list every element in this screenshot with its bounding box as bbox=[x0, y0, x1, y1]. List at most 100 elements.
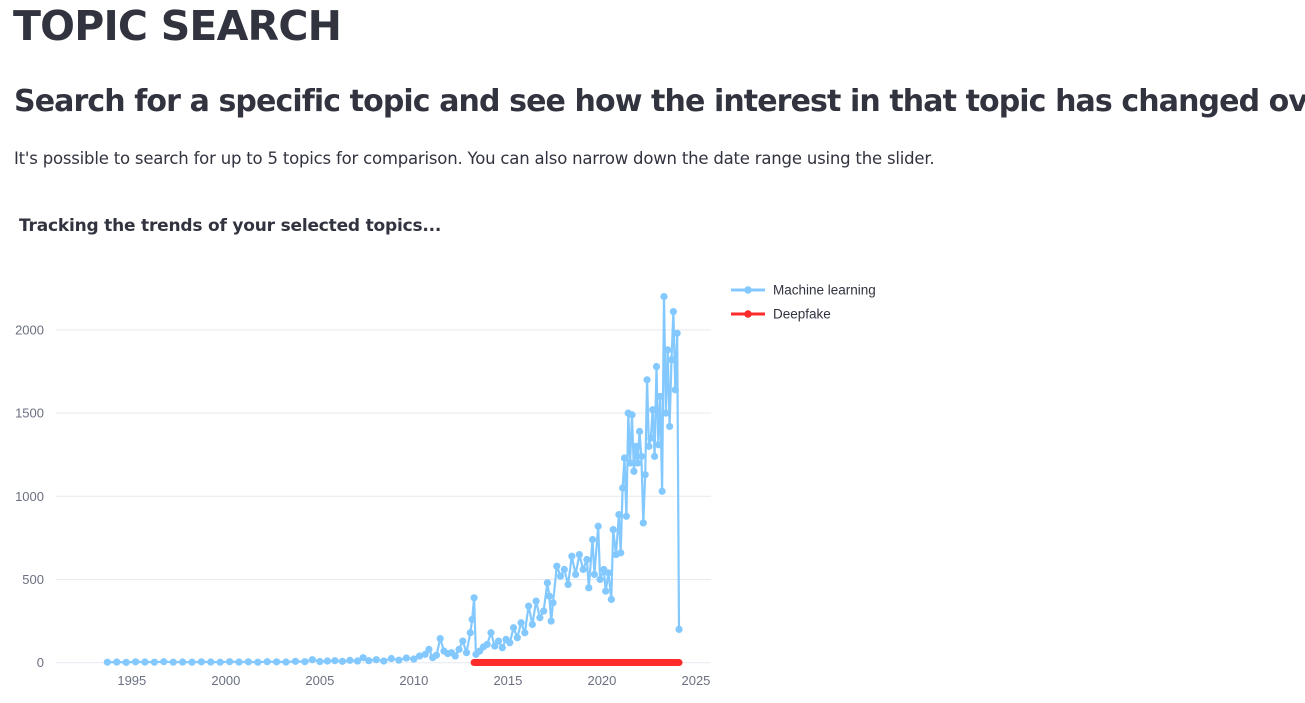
data-point bbox=[645, 442, 653, 450]
data-point bbox=[254, 658, 262, 666]
legend-marker bbox=[744, 286, 752, 294]
data-point bbox=[664, 346, 672, 354]
data-point bbox=[498, 644, 506, 652]
data-point bbox=[540, 607, 548, 615]
data-point bbox=[491, 642, 499, 650]
legend-label: Deepfake bbox=[773, 307, 831, 322]
data-point bbox=[188, 658, 196, 666]
x-axis-ticks: 1995 2000 2005 2010 2015 2020 2025 bbox=[117, 673, 710, 688]
data-point bbox=[650, 452, 659, 460]
x-tick-label: 2005 bbox=[305, 673, 334, 688]
data-point bbox=[207, 658, 215, 666]
y-tick-label: 2000 bbox=[15, 322, 44, 337]
data-point bbox=[216, 658, 224, 666]
data-point bbox=[609, 525, 617, 534]
data-point bbox=[436, 634, 444, 643]
series-line bbox=[107, 295, 681, 664]
data-point bbox=[365, 657, 373, 665]
data-point bbox=[617, 549, 625, 557]
legend-marker bbox=[744, 310, 752, 318]
chart-gridlines bbox=[56, 329, 711, 664]
data-point bbox=[226, 658, 234, 666]
data-point bbox=[660, 293, 668, 301]
data-point bbox=[564, 580, 572, 589]
legend-label: Machine learning bbox=[773, 283, 876, 298]
data-point bbox=[506, 639, 514, 647]
data-point bbox=[468, 615, 476, 624]
data-point bbox=[637, 452, 646, 460]
legend-item[interactable]: Deepfake bbox=[731, 307, 831, 322]
data-point bbox=[521, 629, 529, 637]
data-point bbox=[675, 625, 683, 634]
data-point bbox=[643, 376, 651, 384]
data-point bbox=[619, 484, 627, 492]
data-point bbox=[197, 658, 205, 666]
data-point bbox=[543, 579, 551, 587]
data-point bbox=[568, 552, 576, 560]
chart-heading: Tracking the trends of your selected top… bbox=[19, 216, 442, 236]
data-point bbox=[131, 658, 140, 666]
data-point bbox=[103, 658, 111, 666]
data-point bbox=[410, 655, 418, 663]
data-point bbox=[615, 511, 623, 519]
x-tick-label: 2000 bbox=[211, 673, 240, 688]
legend-item[interactable]: Machine learning bbox=[731, 283, 876, 298]
page-title: TOPIC SEARCH bbox=[13, 2, 342, 50]
data-point bbox=[532, 597, 540, 605]
data-point bbox=[654, 441, 662, 449]
x-tick-label: 1995 bbox=[117, 673, 146, 688]
data-point bbox=[169, 658, 177, 666]
data-point bbox=[346, 656, 354, 664]
data-point bbox=[673, 329, 681, 337]
y-tick-label: 0 bbox=[37, 655, 44, 670]
data-point bbox=[658, 487, 666, 495]
data-point bbox=[588, 535, 597, 544]
data-point bbox=[635, 427, 644, 436]
data-point bbox=[579, 565, 587, 574]
data-point bbox=[455, 645, 463, 653]
chart-series bbox=[103, 293, 683, 667]
data-point bbox=[528, 620, 536, 629]
data-point bbox=[387, 654, 395, 663]
data-point bbox=[607, 595, 615, 604]
data-point bbox=[604, 569, 613, 577]
data-point bbox=[590, 570, 599, 579]
data-point bbox=[462, 649, 471, 657]
data-point bbox=[244, 658, 253, 666]
page-description: It's possible to search for up to 5 topi… bbox=[14, 149, 935, 168]
data-point bbox=[509, 624, 518, 632]
data-point bbox=[630, 467, 638, 475]
data-point bbox=[641, 471, 649, 479]
data-point bbox=[380, 657, 388, 665]
data-point bbox=[620, 454, 629, 462]
data-point bbox=[338, 657, 347, 665]
data-point bbox=[553, 562, 561, 570]
data-point bbox=[649, 406, 657, 414]
data-point bbox=[160, 658, 168, 666]
data-point bbox=[425, 645, 433, 653]
data-point bbox=[470, 594, 478, 602]
data-point bbox=[560, 565, 568, 574]
data-point bbox=[291, 657, 300, 665]
data-point bbox=[122, 658, 130, 666]
y-axis-ticks: 0 500 1000 1500 2000 bbox=[15, 322, 44, 670]
data-point bbox=[583, 555, 591, 564]
chart-legend: Machine learning Deepfake bbox=[731, 283, 876, 322]
data-point bbox=[628, 411, 636, 419]
data-point bbox=[487, 629, 495, 637]
x-tick-label: 2020 bbox=[587, 673, 616, 688]
trend-chart: 1995 2000 2005 2010 2015 2020 2025 0 500 1000 150… bbox=[15, 283, 876, 689]
data-point bbox=[517, 619, 525, 627]
data-point bbox=[282, 658, 290, 666]
data-point bbox=[626, 459, 634, 467]
y-tick-label: 1500 bbox=[15, 406, 44, 421]
x-tick-label: 2010 bbox=[399, 673, 428, 688]
data-point bbox=[622, 512, 630, 520]
data-point bbox=[667, 356, 676, 364]
data-point bbox=[632, 442, 640, 450]
data-point bbox=[671, 386, 679, 394]
data-point bbox=[451, 652, 459, 660]
data-point bbox=[235, 658, 243, 666]
page-subtitle: Search for a specific topic and see how … bbox=[14, 84, 1305, 119]
data-point bbox=[395, 656, 403, 664]
